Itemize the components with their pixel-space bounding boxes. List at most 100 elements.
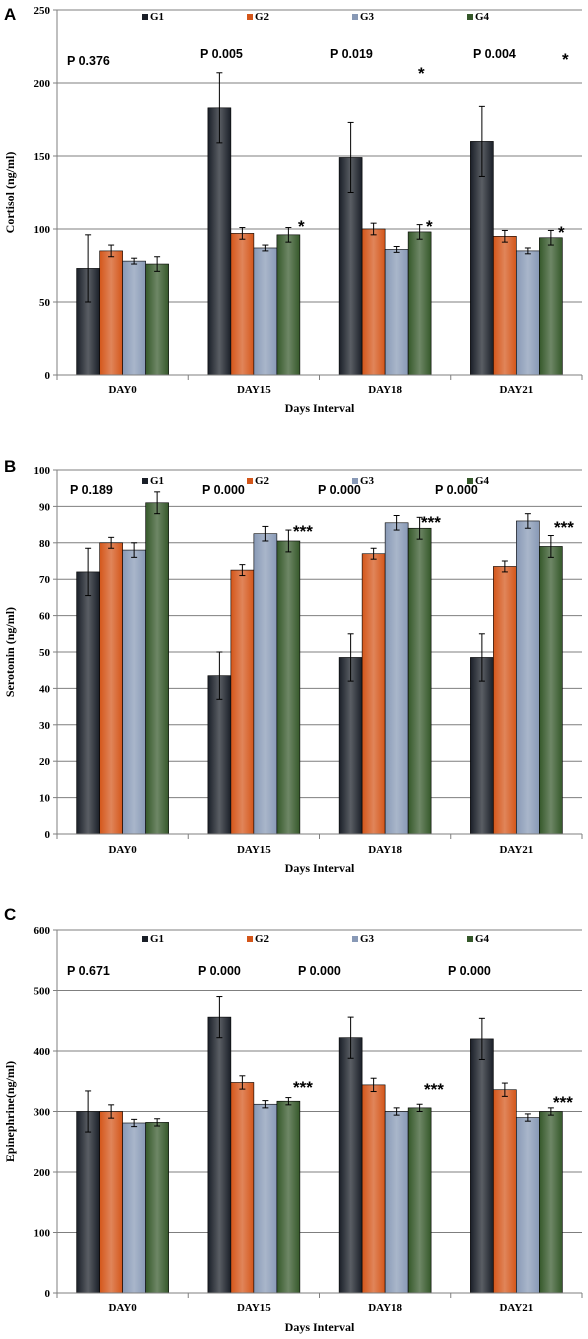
legend-label-g3: G3 <box>360 475 375 487</box>
bar-g2-day18 <box>361 553 386 835</box>
significance-marker: *** <box>553 1093 573 1112</box>
legend-label-g4: G4 <box>475 933 490 945</box>
bar-g3-day18 <box>384 1111 409 1294</box>
bar-g3-day21 <box>516 1117 540 1294</box>
legend-label-g2: G2 <box>255 475 270 487</box>
legend-swatch-g3 <box>352 14 358 20</box>
bar-g2-day0 <box>99 250 123 376</box>
y-tick-label: 250 <box>34 5 51 17</box>
p-value-label: P 0.189 <box>70 483 113 497</box>
panel-letter: B <box>4 457 16 476</box>
bar-g3-day15 <box>253 533 278 835</box>
y-tick-label: 500 <box>34 986 51 998</box>
legend-label-g4: G4 <box>475 475 490 487</box>
y-tick-label: 200 <box>34 1167 51 1179</box>
bar-g3-day0 <box>122 260 146 376</box>
y-axis-title: Cortisol (ng/ml) <box>3 152 17 234</box>
x-tick-label: DAY18 <box>368 844 402 856</box>
y-tick-label: 600 <box>34 925 51 937</box>
legend-swatch-g2 <box>247 14 253 20</box>
legend-swatch-g1 <box>142 478 148 484</box>
bar-g2-day0 <box>99 542 123 835</box>
legend-swatch-g3 <box>352 936 358 942</box>
legend-swatch-g4 <box>467 14 473 20</box>
legend-swatch-g1 <box>142 14 148 20</box>
legend-label-g1: G1 <box>150 475 164 487</box>
bar-g3-day21 <box>516 250 540 376</box>
bar-g3-day15 <box>253 1103 278 1294</box>
y-tick-label: 0 <box>45 1288 51 1300</box>
bar-g4-day18 <box>407 1107 432 1294</box>
y-tick-label: 30 <box>39 720 51 732</box>
legend-label-g3: G3 <box>360 933 375 945</box>
y-tick-label: 50 <box>39 297 51 309</box>
y-tick-label: 80 <box>39 538 51 550</box>
bar-g2-day15 <box>230 233 255 376</box>
x-tick-label: DAY0 <box>108 384 137 396</box>
legend-swatch-g2 <box>247 478 253 484</box>
legend-swatch-g3 <box>352 478 358 484</box>
legend-label-g1: G1 <box>150 933 164 945</box>
significance-marker: *** <box>293 1078 313 1097</box>
bar-g2-day0 <box>99 1111 123 1294</box>
y-tick-label: 150 <box>34 151 51 163</box>
p-value-label: P 0.000 <box>198 964 241 978</box>
x-axis-title: Days Interval <box>285 1320 355 1334</box>
panel-letter: A <box>4 5 16 24</box>
significance-marker: * <box>426 217 433 236</box>
legend-label-g2: G2 <box>255 933 270 945</box>
x-tick-label: DAY21 <box>499 1302 533 1314</box>
x-tick-label: DAY15 <box>237 844 271 856</box>
y-tick-label: 0 <box>45 370 51 382</box>
significance-marker: *** <box>554 518 574 537</box>
legend-label-g1: G1 <box>150 11 164 23</box>
y-tick-label: 60 <box>39 611 51 623</box>
bar-g2-day21 <box>493 566 517 835</box>
y-tick-label: 90 <box>39 501 51 513</box>
significance-marker: *** <box>424 1080 444 1099</box>
x-axis-title: Days Interval <box>285 861 355 875</box>
p-value-label: P 0.671 <box>67 964 110 978</box>
significance-marker: * <box>298 217 305 236</box>
p-value-label: P 0.000 <box>202 483 245 497</box>
legend-label-g2: G2 <box>255 11 270 23</box>
y-tick-label: 100 <box>34 1228 51 1240</box>
bar-g4-day21 <box>539 237 563 376</box>
x-tick-label: DAY18 <box>368 384 402 396</box>
x-tick-label: DAY0 <box>108 1302 137 1314</box>
bar-g4-day18 <box>407 231 432 376</box>
significance-marker: * <box>562 50 569 69</box>
legend-swatch-g2 <box>247 936 253 942</box>
legend-swatch-g1 <box>142 936 148 942</box>
bar-g2-day18 <box>361 228 386 376</box>
p-value-label: P 0.376 <box>67 54 110 68</box>
y-tick-label: 70 <box>39 574 51 586</box>
bar-g2-day15 <box>230 1082 255 1294</box>
bar-g4-day15 <box>276 540 301 835</box>
y-axis-title: Epinephrine(ng/ml) <box>3 1061 17 1162</box>
p-value-label: P 0.005 <box>200 47 243 61</box>
bar-g3-day18 <box>384 522 409 835</box>
p-value-label: P 0.004 <box>473 47 516 61</box>
bar-g1-day15 <box>207 1016 232 1294</box>
y-tick-label: 10 <box>39 793 51 805</box>
x-tick-label: DAY21 <box>499 384 533 396</box>
chart-panel-b: B 0 10 20 30 40 50 60 70 80 90 100 DAY0 DAY15 DAY18 DAY… <box>3 457 583 875</box>
p-value-label: P 0.000 <box>318 483 361 497</box>
bar-g1-day0 <box>76 571 100 835</box>
bar-g4-day15 <box>276 234 301 376</box>
panel-letter: C <box>4 905 16 924</box>
bar-g4-day0 <box>145 263 169 376</box>
bar-g3-day0 <box>122 1122 146 1294</box>
bar-g2-day18 <box>361 1084 386 1294</box>
p-value-label: P 0.000 <box>435 483 478 497</box>
y-tick-label: 100 <box>34 224 51 236</box>
x-tick-label: DAY15 <box>237 1302 271 1314</box>
bar-g3-day18 <box>384 249 409 376</box>
bar-g1-day0 <box>76 1111 100 1294</box>
significance-marker: * <box>558 223 565 242</box>
y-tick-label: 200 <box>34 78 51 90</box>
significance-marker: *** <box>293 522 313 541</box>
bar-g4-day21 <box>539 1111 563 1294</box>
